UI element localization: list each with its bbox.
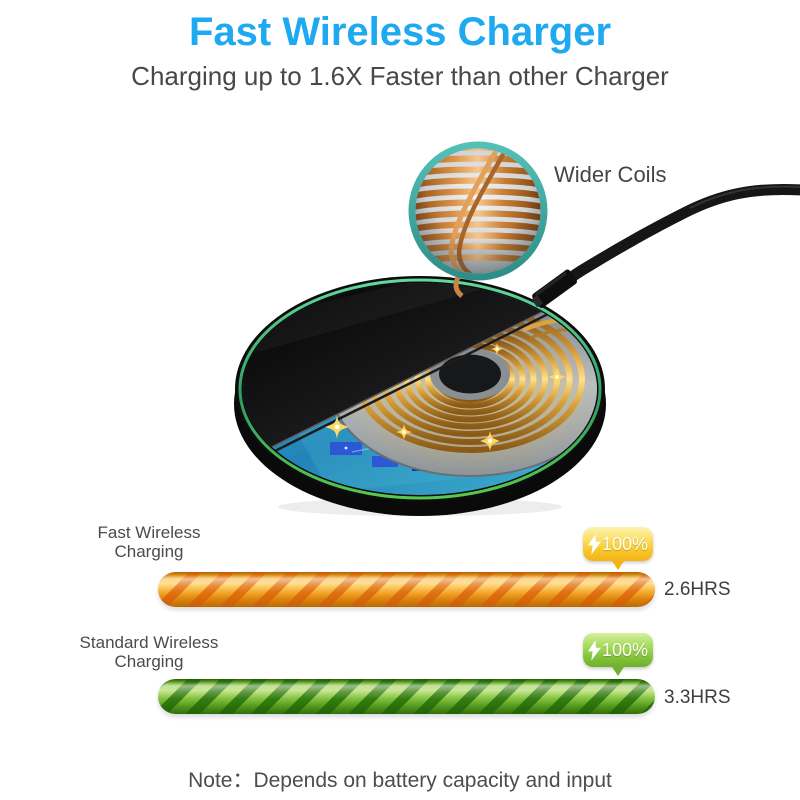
charger-pad <box>234 276 606 516</box>
progress-bar-standard <box>158 679 655 714</box>
row-label-standard-line2: Charging <box>114 651 184 671</box>
duration-label-fast: 2.6HRS <box>664 579 731 600</box>
percent-label-standard: 100% <box>601 639 649 660</box>
progress-bar-fast <box>158 572 655 607</box>
row-label-fast-line2: Charging <box>114 541 184 561</box>
row-label-fast-line1: Fast Wireless <box>97 523 201 542</box>
page-title: Fast Wireless Charger <box>188 10 612 54</box>
page-subtitle: Charging up to 1.6X Faster than other Ch… <box>131 61 669 91</box>
sparkle-highlights <box>325 343 566 451</box>
lightning-icon <box>587 639 601 661</box>
glass-cover <box>243 283 597 470</box>
usb-cable <box>532 183 800 308</box>
coil-callout-label: Wider Coils <box>554 162 667 187</box>
coil-zoom-lens <box>408 141 548 281</box>
percent-badge-standard: 100% <box>583 633 653 676</box>
usb-connector <box>532 269 577 308</box>
percent-label-fast: 100% <box>601 533 649 554</box>
percent-badge-fast: 100% <box>583 527 653 570</box>
row-label-standard: Standard Wireless Charging <box>54 633 244 671</box>
bottom-note: Note：Depends on battery capacity and inp… <box>188 769 612 792</box>
glow-rim <box>238 278 602 500</box>
row-label-standard-line1: Standard Wireless <box>79 633 219 652</box>
duration-label-standard: 3.3HRS <box>664 687 731 708</box>
row-label-fast: Fast Wireless Charging <box>54 523 244 561</box>
lightning-icon <box>587 533 601 555</box>
